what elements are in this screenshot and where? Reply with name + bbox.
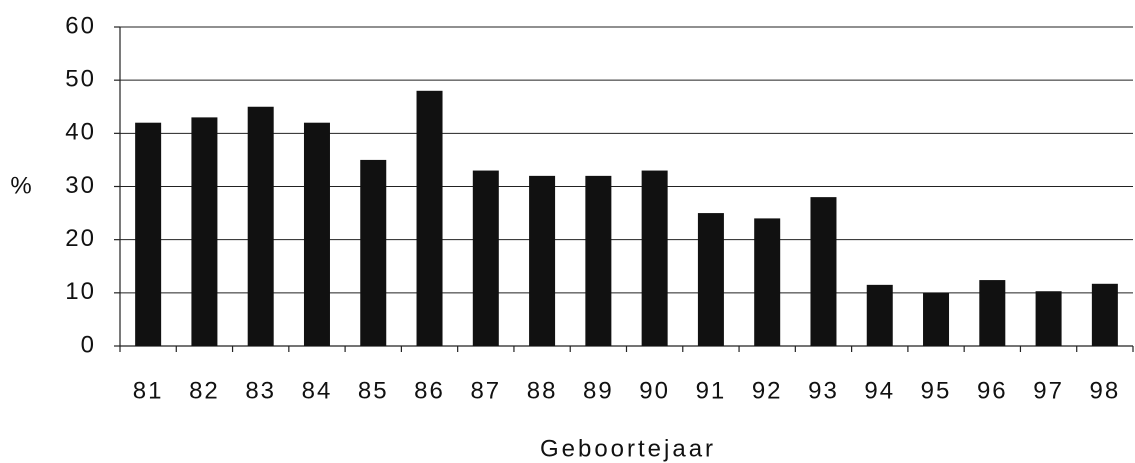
bar bbox=[810, 197, 837, 346]
y-tick-label: 30 bbox=[65, 172, 96, 199]
y-tick-label: 0 bbox=[81, 331, 96, 358]
bar bbox=[641, 170, 668, 346]
x-tick-label: 97 bbox=[1033, 377, 1064, 404]
x-tick-label: 85 bbox=[358, 377, 389, 404]
bar bbox=[191, 117, 218, 346]
x-tick-label: 86 bbox=[414, 377, 445, 404]
x-tick-label: 93 bbox=[808, 377, 839, 404]
x-tick-label: 83 bbox=[245, 377, 276, 404]
bar bbox=[472, 170, 499, 346]
y-tick-label: 50 bbox=[65, 66, 96, 93]
x-tick-label: 96 bbox=[977, 377, 1008, 404]
y-tick-label: 20 bbox=[65, 225, 96, 252]
x-axis-label: Geboortejaar bbox=[540, 435, 716, 462]
x-tick-label: 82 bbox=[189, 377, 220, 404]
bar bbox=[1091, 283, 1118, 346]
bar bbox=[247, 106, 274, 346]
x-tick-label: 84 bbox=[302, 377, 333, 404]
x-tick-label: 81 bbox=[133, 377, 164, 404]
bar bbox=[585, 175, 612, 346]
bar bbox=[866, 284, 893, 346]
bar bbox=[697, 213, 724, 346]
x-tick-label: 94 bbox=[864, 377, 895, 404]
y-tick-label: 10 bbox=[65, 278, 96, 305]
bar bbox=[416, 90, 443, 346]
bar bbox=[1035, 291, 1062, 346]
bar bbox=[754, 218, 781, 346]
x-tick-label: 92 bbox=[752, 377, 783, 404]
y-tick-label: 60 bbox=[65, 12, 96, 39]
bar bbox=[303, 122, 330, 346]
x-tick-label: 90 bbox=[639, 377, 670, 404]
x-tick-label: 91 bbox=[696, 377, 727, 404]
x-tick-label: 98 bbox=[1090, 377, 1121, 404]
x-tick-label: 87 bbox=[470, 377, 501, 404]
y-tick-label: 40 bbox=[65, 119, 96, 146]
bar bbox=[529, 175, 556, 346]
bar bbox=[923, 292, 950, 346]
x-tick-label: 95 bbox=[921, 377, 952, 404]
bar bbox=[979, 280, 1006, 346]
y-axis-label: % bbox=[10, 172, 33, 199]
x-tick-label: 89 bbox=[583, 377, 614, 404]
bar bbox=[135, 122, 162, 346]
x-tick-label: 88 bbox=[527, 377, 558, 404]
bar bbox=[360, 159, 387, 346]
